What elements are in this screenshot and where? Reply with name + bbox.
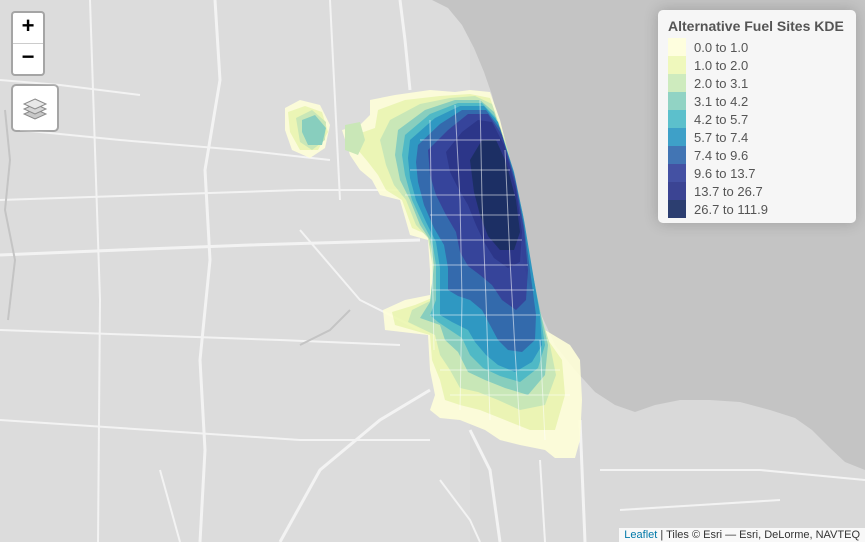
legend-item: 2.0 to 3.1: [668, 74, 846, 92]
legend-swatch: [668, 38, 686, 56]
zoom-out-button[interactable]: −: [13, 43, 43, 74]
legend-swatch: [668, 164, 686, 182]
legend-item: 4.2 to 5.7: [668, 110, 846, 128]
legend-label: 5.7 to 7.4: [694, 129, 749, 145]
layers-button[interactable]: [11, 84, 59, 132]
legend-swatch: [668, 200, 686, 218]
urban-area: [0, 0, 470, 542]
legend-item: 13.7 to 26.7: [668, 182, 846, 200]
legend-label: 7.4 to 9.6: [694, 147, 749, 163]
legend: Alternative Fuel Sites KDE 0.0 to 1.0 1.0…: [658, 10, 856, 223]
legend-label: 4.2 to 5.7: [694, 111, 749, 127]
attribution: Leaflet | Tiles © Esri — Esri, DeLorme, …: [619, 528, 865, 542]
legend-item: 26.7 to 111.9: [668, 200, 846, 218]
legend-swatch: [668, 110, 686, 128]
zoom-in-button[interactable]: +: [21, 13, 35, 38]
legend-item: 7.4 to 9.6: [668, 146, 846, 164]
legend-label: 26.7 to 111.9: [694, 201, 768, 217]
legend-label: 13.7 to 26.7: [694, 183, 763, 199]
legend-swatch: [668, 128, 686, 146]
attribution-text: | Tiles © Esri — Esri, DeLorme, NAVTEQ: [657, 529, 860, 541]
zoom-control: + −: [11, 11, 45, 76]
legend-item: 0.0 to 1.0: [668, 38, 846, 56]
legend-label: 1.0 to 2.0: [694, 57, 749, 73]
legend-swatch: [668, 146, 686, 164]
legend-item: 3.1 to 4.2: [668, 92, 846, 110]
boundary-lines: [405, 99, 570, 441]
legend-swatch: [668, 74, 686, 92]
legend-item: 1.0 to 2.0: [668, 56, 846, 74]
legend-label: 3.1 to 4.2: [694, 93, 749, 109]
legend-item: 5.7 to 7.4: [668, 128, 846, 146]
legend-label: 9.6 to 13.7: [694, 165, 756, 181]
legend-title: Alternative Fuel Sites KDE: [668, 18, 844, 34]
layers-icon: [22, 98, 48, 120]
legend-list: 0.0 to 1.0 1.0 to 2.0 2.0 to 3.1 3.1 to 4.2…: [668, 38, 846, 218]
legend-swatch: [668, 92, 686, 110]
legend-swatch: [668, 182, 686, 200]
legend-label: 2.0 to 3.1: [694, 75, 749, 91]
legend-item: 9.6 to 13.7: [668, 164, 846, 182]
legend-swatch: [668, 56, 686, 74]
leaflet-link[interactable]: Leaflet: [624, 529, 658, 541]
legend-label: 0.0 to 1.0: [694, 39, 749, 55]
rivers: [3, 109, 351, 346]
